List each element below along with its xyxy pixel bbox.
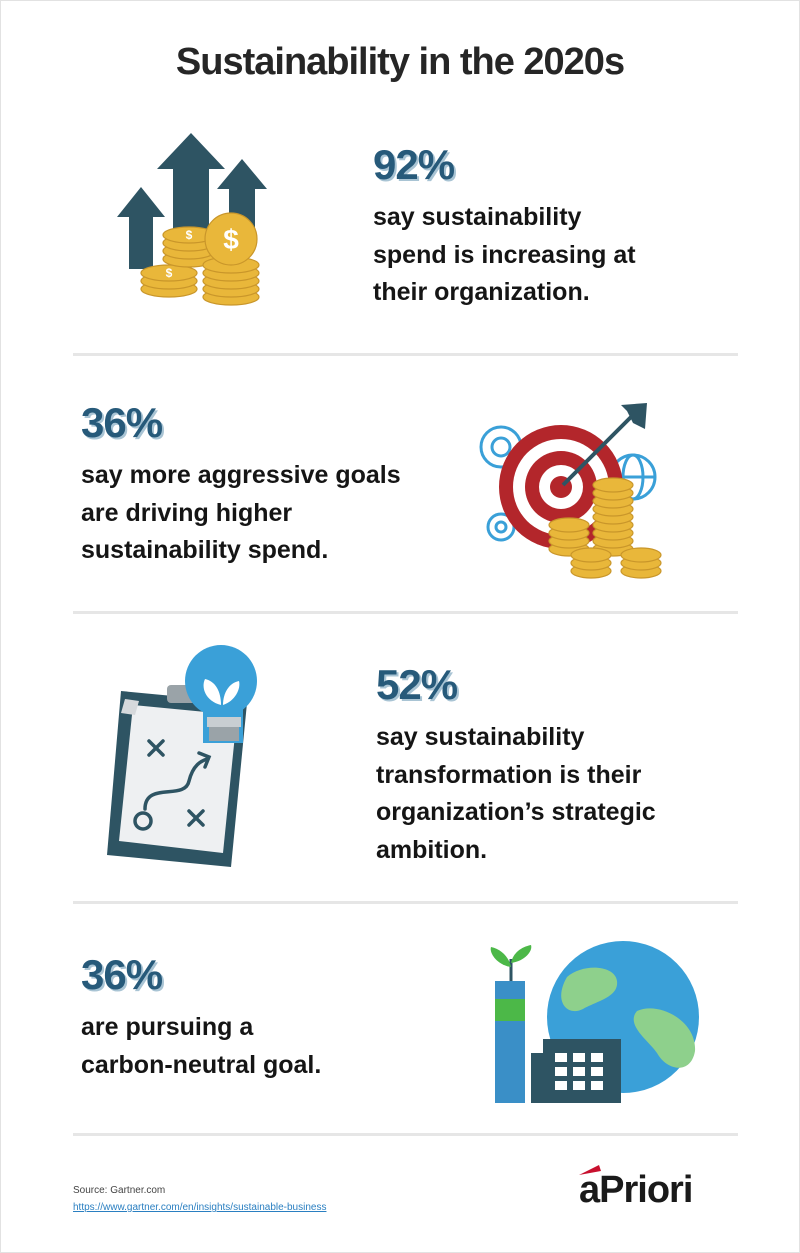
stat-line: spend is increasing at — [373, 240, 636, 269]
stat-line: say sustainability — [373, 203, 582, 231]
stat-block-3: 52% say sustainability transformation is… — [376, 661, 656, 869]
divider — [73, 901, 738, 904]
stat-description: say sustainability spend is increasing a… — [373, 199, 636, 312]
stat-description: say sustainability transformation is the… — [376, 719, 656, 869]
stat-block-4: 36% are pursuing a carbon-neutral goal. — [81, 951, 321, 1084]
stat-line: their organization. — [373, 278, 590, 306]
divider — [73, 1133, 738, 1136]
stat-description: are pursuing a carbon-neutral goal. — [81, 1009, 321, 1084]
source-label: Source: Gartner.com — [73, 1185, 166, 1196]
divider — [73, 611, 738, 614]
stat-line: are driving higher — [81, 498, 293, 527]
svg-text:$: $ — [186, 228, 193, 242]
stat-percentage: 92% — [373, 141, 455, 188]
stat-description: say more aggressive goals are driving hi… — [81, 457, 401, 570]
stat-block-1: 92% say sustainability spend is increasi… — [373, 141, 636, 312]
stat-line: sustainability spend. — [81, 536, 329, 564]
svg-text:$: $ — [223, 224, 239, 255]
strategy-clipboard-icon — [107, 645, 257, 867]
target-coins-icon — [479, 403, 662, 579]
stat-line: ambition. — [376, 835, 488, 864]
source-citation: Source: Gartner.com https://www.gartner.… — [73, 1182, 326, 1216]
factory-globe-icon — [490, 941, 699, 1103]
divider — [73, 353, 738, 356]
stat-percentage: 36% — [81, 951, 163, 998]
page-title: Sustainability in the 2020s — [175, 41, 625, 83]
stat-percentage: 36% — [81, 399, 163, 446]
stat-line: say more aggressive goals — [81, 461, 401, 489]
stat-line: say sustainability — [376, 723, 585, 751]
apriori-logo: aPriori — [579, 1169, 693, 1211]
stat-line: are pursuing a — [81, 1013, 254, 1041]
stat-line: transformation is their — [376, 760, 642, 789]
stat-percentage: 52% — [376, 661, 458, 708]
svg-text:$: $ — [166, 266, 173, 280]
source-link[interactable]: https://www.gartner.com/en/insights/sust… — [73, 1202, 327, 1213]
stat-line: carbon-neutral goal. — [81, 1050, 322, 1079]
stat-block-2: 36% say more aggressive goals are drivin… — [81, 399, 401, 570]
stat-line: organization’s strategic — [376, 798, 656, 826]
logo-accent-icon — [579, 1165, 601, 1175]
money-growth-icon: $ $ $ — [117, 133, 267, 306]
